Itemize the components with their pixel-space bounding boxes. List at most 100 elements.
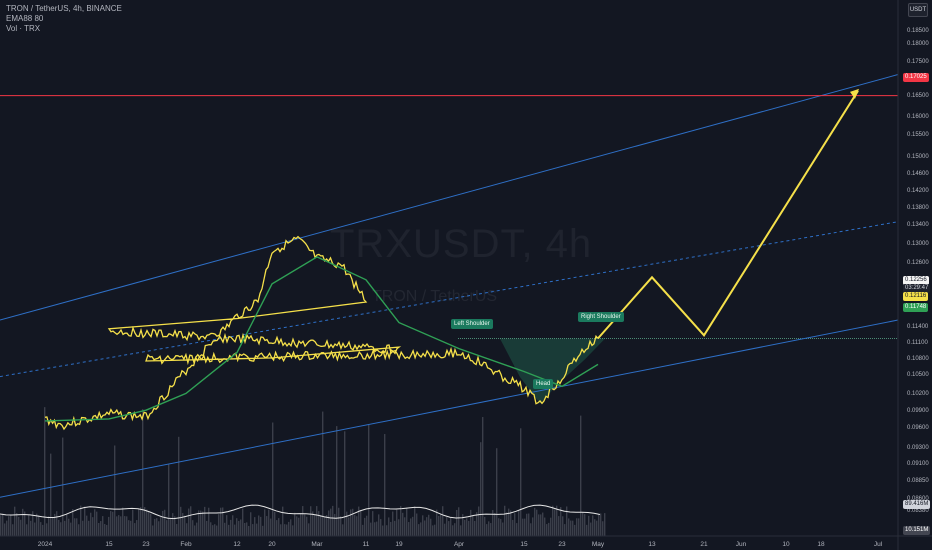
projection-line — [597, 90, 859, 340]
volume-bar — [92, 517, 94, 536]
volume-bar — [482, 417, 484, 536]
volume-bar — [158, 521, 160, 536]
volume-bar — [306, 516, 308, 536]
volume-bar — [312, 511, 314, 536]
volume-bar — [42, 524, 44, 536]
countdown-tag: 03:29:47 — [903, 284, 931, 293]
volume-bar — [238, 520, 240, 536]
volume-bar — [62, 437, 64, 536]
volume-bar — [562, 516, 564, 536]
volume-bar — [52, 516, 54, 536]
volume-bar — [66, 513, 68, 536]
x-tick-label: 15 — [520, 541, 528, 548]
volume-bar — [598, 514, 600, 536]
volume-bar — [506, 512, 508, 536]
volume-bar — [44, 407, 46, 536]
volume-bar — [202, 511, 204, 536]
volume-bar — [84, 506, 86, 536]
volume-bar — [160, 517, 162, 536]
volume-bar — [88, 520, 90, 536]
volume-bar — [452, 525, 454, 536]
volume-bar — [200, 510, 202, 536]
volume-bar — [424, 520, 426, 536]
price-series — [44, 235, 599, 431]
volume-bar — [576, 518, 578, 536]
volume-bar — [340, 516, 342, 536]
trend-channel[interactable] — [0, 74, 899, 498]
ema-value-tag: 0.11748 — [903, 303, 929, 312]
x-tick-label: Jun — [736, 541, 747, 548]
volume-bar — [146, 509, 148, 536]
y-tick-label: 0.16000 — [907, 114, 929, 120]
volume-bar — [456, 509, 458, 536]
volume-bar — [166, 520, 168, 536]
volume-bar — [18, 516, 20, 536]
volume-bar — [454, 523, 456, 536]
volume-bar — [204, 506, 206, 536]
ema-indicator-label[interactable]: EMA88 80 — [6, 14, 44, 23]
volume-bar — [134, 523, 136, 536]
volume-bar — [416, 513, 418, 536]
volume-bar — [102, 516, 104, 536]
volume-bar — [150, 513, 152, 536]
volume-bar — [248, 525, 250, 536]
volume-bar — [270, 518, 272, 536]
volume-bar — [332, 505, 334, 536]
volume-indicator-label[interactable]: Vol · TRX — [6, 24, 41, 33]
volume-bar — [592, 515, 594, 536]
volume-bar — [578, 518, 580, 536]
volume-bar — [412, 516, 414, 536]
volume-bar — [600, 513, 602, 536]
volume-bar — [398, 519, 400, 536]
volume-bar — [408, 522, 410, 536]
volume-bar — [342, 524, 344, 536]
volume-bar — [486, 524, 488, 536]
volume-bar — [20, 519, 22, 536]
volume-bar — [324, 516, 326, 536]
volume-bar — [168, 464, 170, 536]
volume-bar — [128, 520, 130, 536]
volume-bar — [216, 525, 218, 536]
volume-bar — [544, 517, 546, 536]
y-tick-label: 0.11400 — [907, 324, 929, 330]
x-tick-label: 19 — [395, 541, 403, 548]
volume-bar — [318, 511, 320, 536]
volume-bar — [388, 517, 390, 536]
volume-bar — [180, 506, 182, 536]
volume-bar — [274, 511, 276, 536]
y-tick-label: 0.13400 — [907, 222, 929, 228]
volume-bar — [476, 512, 478, 536]
volume-bar — [100, 521, 102, 536]
volume-bar — [294, 512, 296, 536]
volume-bar — [220, 507, 222, 536]
volume-bar — [22, 508, 24, 536]
y-tick-label: 0.09900 — [907, 408, 929, 414]
volume-bar — [244, 522, 246, 536]
pattern-fill — [458, 338, 605, 404]
x-tick-label: 23 — [142, 541, 150, 548]
volume-bar — [218, 514, 220, 536]
volume-bar — [300, 514, 302, 536]
volume-bar — [480, 442, 482, 536]
head-shoulders-pattern — [458, 338, 898, 404]
symbol-title[interactable]: TRON / TetherUS, 4h, BINANCE — [6, 4, 122, 13]
y-tick-label: 0.14200 — [907, 188, 929, 194]
volume-bar — [198, 510, 200, 536]
volume-bar — [422, 515, 424, 536]
y-tick-label: 0.09100 — [907, 461, 929, 467]
volume-bar — [426, 517, 428, 536]
volume-bar — [188, 508, 190, 536]
volume-bar — [308, 523, 310, 536]
x-tick-label: 18 — [817, 541, 825, 548]
volume-bar — [304, 514, 306, 536]
currency-button[interactable]: USDT — [908, 3, 928, 17]
volume-bar — [246, 522, 248, 536]
projection-path[interactable] — [597, 88, 859, 340]
volume-bar — [236, 518, 238, 536]
volume-bar — [550, 517, 552, 536]
volume-bar — [176, 524, 178, 536]
y-tick-label: 0.10500 — [907, 372, 929, 378]
channel-middle-line — [0, 221, 899, 378]
